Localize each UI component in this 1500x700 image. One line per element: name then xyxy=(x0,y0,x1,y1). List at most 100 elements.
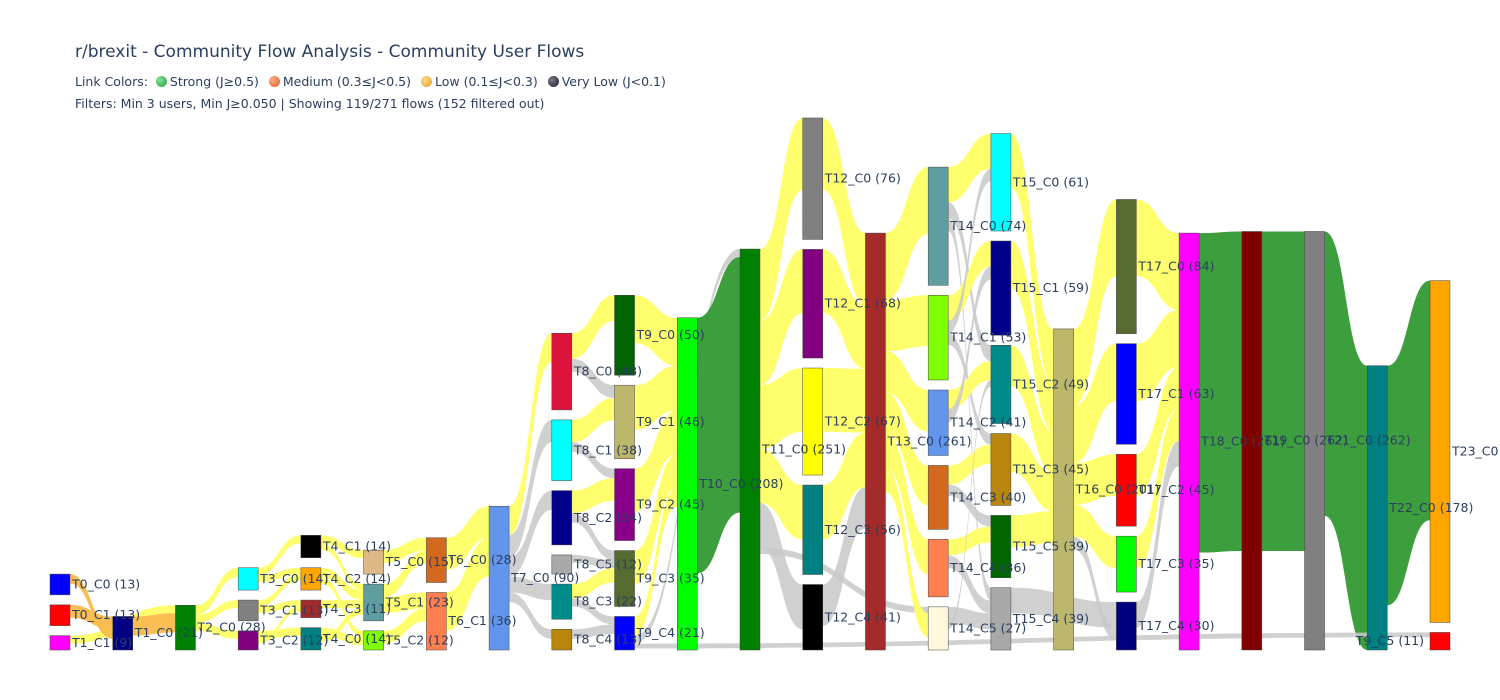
node-T9_C2[interactable] xyxy=(614,468,635,541)
node-T4_C1[interactable] xyxy=(300,535,322,558)
node-T8_C5[interactable] xyxy=(551,554,573,575)
link-T3_C0-T4_C2[interactable] xyxy=(258,567,301,583)
link-T8_C3-T9_C4[interactable] xyxy=(571,598,615,625)
node-T0_C0[interactable] xyxy=(49,573,71,596)
node-T14_C1[interactable] xyxy=(927,295,949,381)
node-T15_C4[interactable] xyxy=(990,587,1012,651)
link-T11_C0-T12_C3[interactable] xyxy=(760,448,803,540)
link-T8_C4-T9_C4[interactable] xyxy=(571,624,615,639)
link-T9_C2-T10_C0[interactable] xyxy=(634,410,678,512)
node-T6_C0[interactable] xyxy=(426,537,447,583)
node-T8_C4[interactable] xyxy=(551,628,573,651)
link-T15_C3-T16_C0[interactable] xyxy=(1010,433,1054,512)
link-T11_C0-T12_C1[interactable] xyxy=(760,249,803,385)
node-T14_C0[interactable] xyxy=(927,166,949,286)
link-T21_C0-T22_C0[interactable] xyxy=(1324,231,1368,650)
link-T17_C4-T18_C0[interactable] xyxy=(1136,440,1180,628)
link-T12_C2-T13_C0[interactable] xyxy=(822,368,866,433)
node-T3_C0[interactable] xyxy=(237,567,259,591)
link-T15_C5-T16_C0[interactable] xyxy=(1010,511,1054,548)
link-T8_C5-T9_C3[interactable] xyxy=(571,554,615,569)
node-T9_C1[interactable] xyxy=(614,384,635,459)
link-T16_C0-T17_C0[interactable] xyxy=(1073,199,1117,406)
link-T14_C5-T15_C2[interactable] xyxy=(948,380,991,630)
node-T15_C1[interactable] xyxy=(990,240,1012,336)
link-T6_C0-T7_C0[interactable] xyxy=(446,506,490,570)
link-T11_C0-T12_C0[interactable] xyxy=(760,118,803,321)
node-T7_C0[interactable] xyxy=(488,505,510,651)
link-T1_C0-T2_C0[interactable] xyxy=(132,613,176,636)
link-T16_C0-T17_C4[interactable] xyxy=(1073,536,1117,641)
link-T7_C0-T8_C4[interactable] xyxy=(509,592,552,639)
node-T4_C0[interactable] xyxy=(300,627,322,651)
node-T11_C0[interactable] xyxy=(739,248,761,651)
link-T4_C1-T5_C1[interactable] xyxy=(320,543,364,591)
node-T12_C2[interactable] xyxy=(802,367,823,476)
node-T4_C3[interactable] xyxy=(300,599,322,618)
node-T18_C0[interactable] xyxy=(1178,232,1200,651)
node-T5_C0[interactable] xyxy=(363,549,384,575)
link-T16_C0-T17_C1[interactable] xyxy=(1073,343,1117,464)
link-T9_C1-T10_C0[interactable] xyxy=(634,365,678,430)
link-T13_C0-T14_C0[interactable] xyxy=(885,167,929,301)
link-T0_C1-T1_C0[interactable] xyxy=(70,604,113,630)
node-T6_C1[interactable] xyxy=(426,592,447,651)
legend-item-verylow[interactable]: Very Low (J<0.1) xyxy=(544,74,666,89)
link-T8_C0-T9_C1[interactable] xyxy=(571,358,615,398)
link-T15_C2-T16_C0[interactable] xyxy=(1010,345,1054,473)
node-T15_C5[interactable] xyxy=(990,515,1012,578)
link-T8_C2-T9_C3[interactable] xyxy=(571,512,615,561)
node-T5_C1[interactable] xyxy=(363,583,384,622)
link-T4_C0-T5_C1[interactable] xyxy=(320,608,364,643)
legend-item-low[interactable]: Low (0.1≤J<0.3) xyxy=(417,74,538,89)
link-T22_C0-T23_C0[interactable] xyxy=(1387,280,1430,606)
link-T8_C3-T9_C3[interactable] xyxy=(571,568,615,599)
link-T7_C0-T8_C1[interactable] xyxy=(509,419,552,558)
node-T3_C1[interactable] xyxy=(237,599,259,622)
link-T2_C0-T3_C0[interactable] xyxy=(195,567,239,615)
node-T13_C0[interactable] xyxy=(865,232,886,651)
node-T17_C2[interactable] xyxy=(1116,454,1137,527)
node-T8_C0[interactable] xyxy=(551,332,573,411)
link-T3_C1-T4_C2[interactable] xyxy=(258,574,301,607)
link-T14_C2-T15_C1[interactable] xyxy=(948,266,991,422)
link-T9_C0-T10_C0[interactable] xyxy=(634,295,678,366)
node-T3_C2[interactable] xyxy=(237,630,259,651)
node-T9_C3[interactable] xyxy=(614,550,635,607)
link-T3_C1-T4_C3[interactable] xyxy=(258,600,301,613)
link-T11_C0-T12_C4[interactable] xyxy=(760,503,803,630)
node-T12_C0[interactable] xyxy=(802,117,823,240)
link-T14_C4-T15_C5[interactable] xyxy=(948,526,991,556)
node-T14_C4[interactable] xyxy=(927,539,949,598)
node-T19_C0[interactable] xyxy=(1241,231,1263,651)
node-T0_C1[interactable] xyxy=(49,604,71,626)
link-T4_C2-T5_C1[interactable] xyxy=(320,567,364,601)
link-T2_C0-T3_C2[interactable] xyxy=(195,622,239,639)
link-T4_C3-T5_C1[interactable] xyxy=(320,600,364,609)
node-T12_C4[interactable] xyxy=(802,584,823,651)
node-T8_C2[interactable] xyxy=(551,490,573,546)
link-T5_C1-T6_C1[interactable] xyxy=(383,592,427,613)
link-T17_C1-T18_C0[interactable] xyxy=(1136,309,1180,402)
link-T16_C0-T17_C2[interactable] xyxy=(1073,454,1117,505)
node-T17_C0[interactable] xyxy=(1116,199,1137,334)
node-T17_C4[interactable] xyxy=(1116,601,1137,651)
link-T17_C2-T18_C0[interactable] xyxy=(1136,367,1180,496)
link-T14_C1-T15_C1[interactable] xyxy=(948,241,991,321)
link-T15_C0-T16_C0[interactable] xyxy=(1010,133,1054,384)
node-T15_C0[interactable] xyxy=(990,133,1012,232)
node-T22_C0[interactable] xyxy=(1367,365,1388,651)
link-T11_C0-T12_C2[interactable] xyxy=(760,368,803,449)
link-T14_C0-T15_C4[interactable] xyxy=(948,218,991,601)
link-T5_C1-T6_C0[interactable] xyxy=(383,550,427,597)
link-T15_C1-T16_C0[interactable] xyxy=(1010,241,1054,432)
link-T17_C0-T18_C0[interactable] xyxy=(1136,199,1180,310)
link-T7_C0-T8_C0[interactable] xyxy=(509,333,552,535)
link-T5_C0-T6_C0[interactable] xyxy=(383,537,427,563)
node-T12_C1[interactable] xyxy=(802,249,823,359)
node-T8_C1[interactable] xyxy=(551,419,573,481)
link-T8_C2-T9_C2[interactable] xyxy=(571,478,615,513)
node-T8_C3[interactable] xyxy=(551,583,573,620)
node-T14_C2[interactable] xyxy=(927,389,949,456)
node-T15_C2[interactable] xyxy=(990,344,1012,424)
